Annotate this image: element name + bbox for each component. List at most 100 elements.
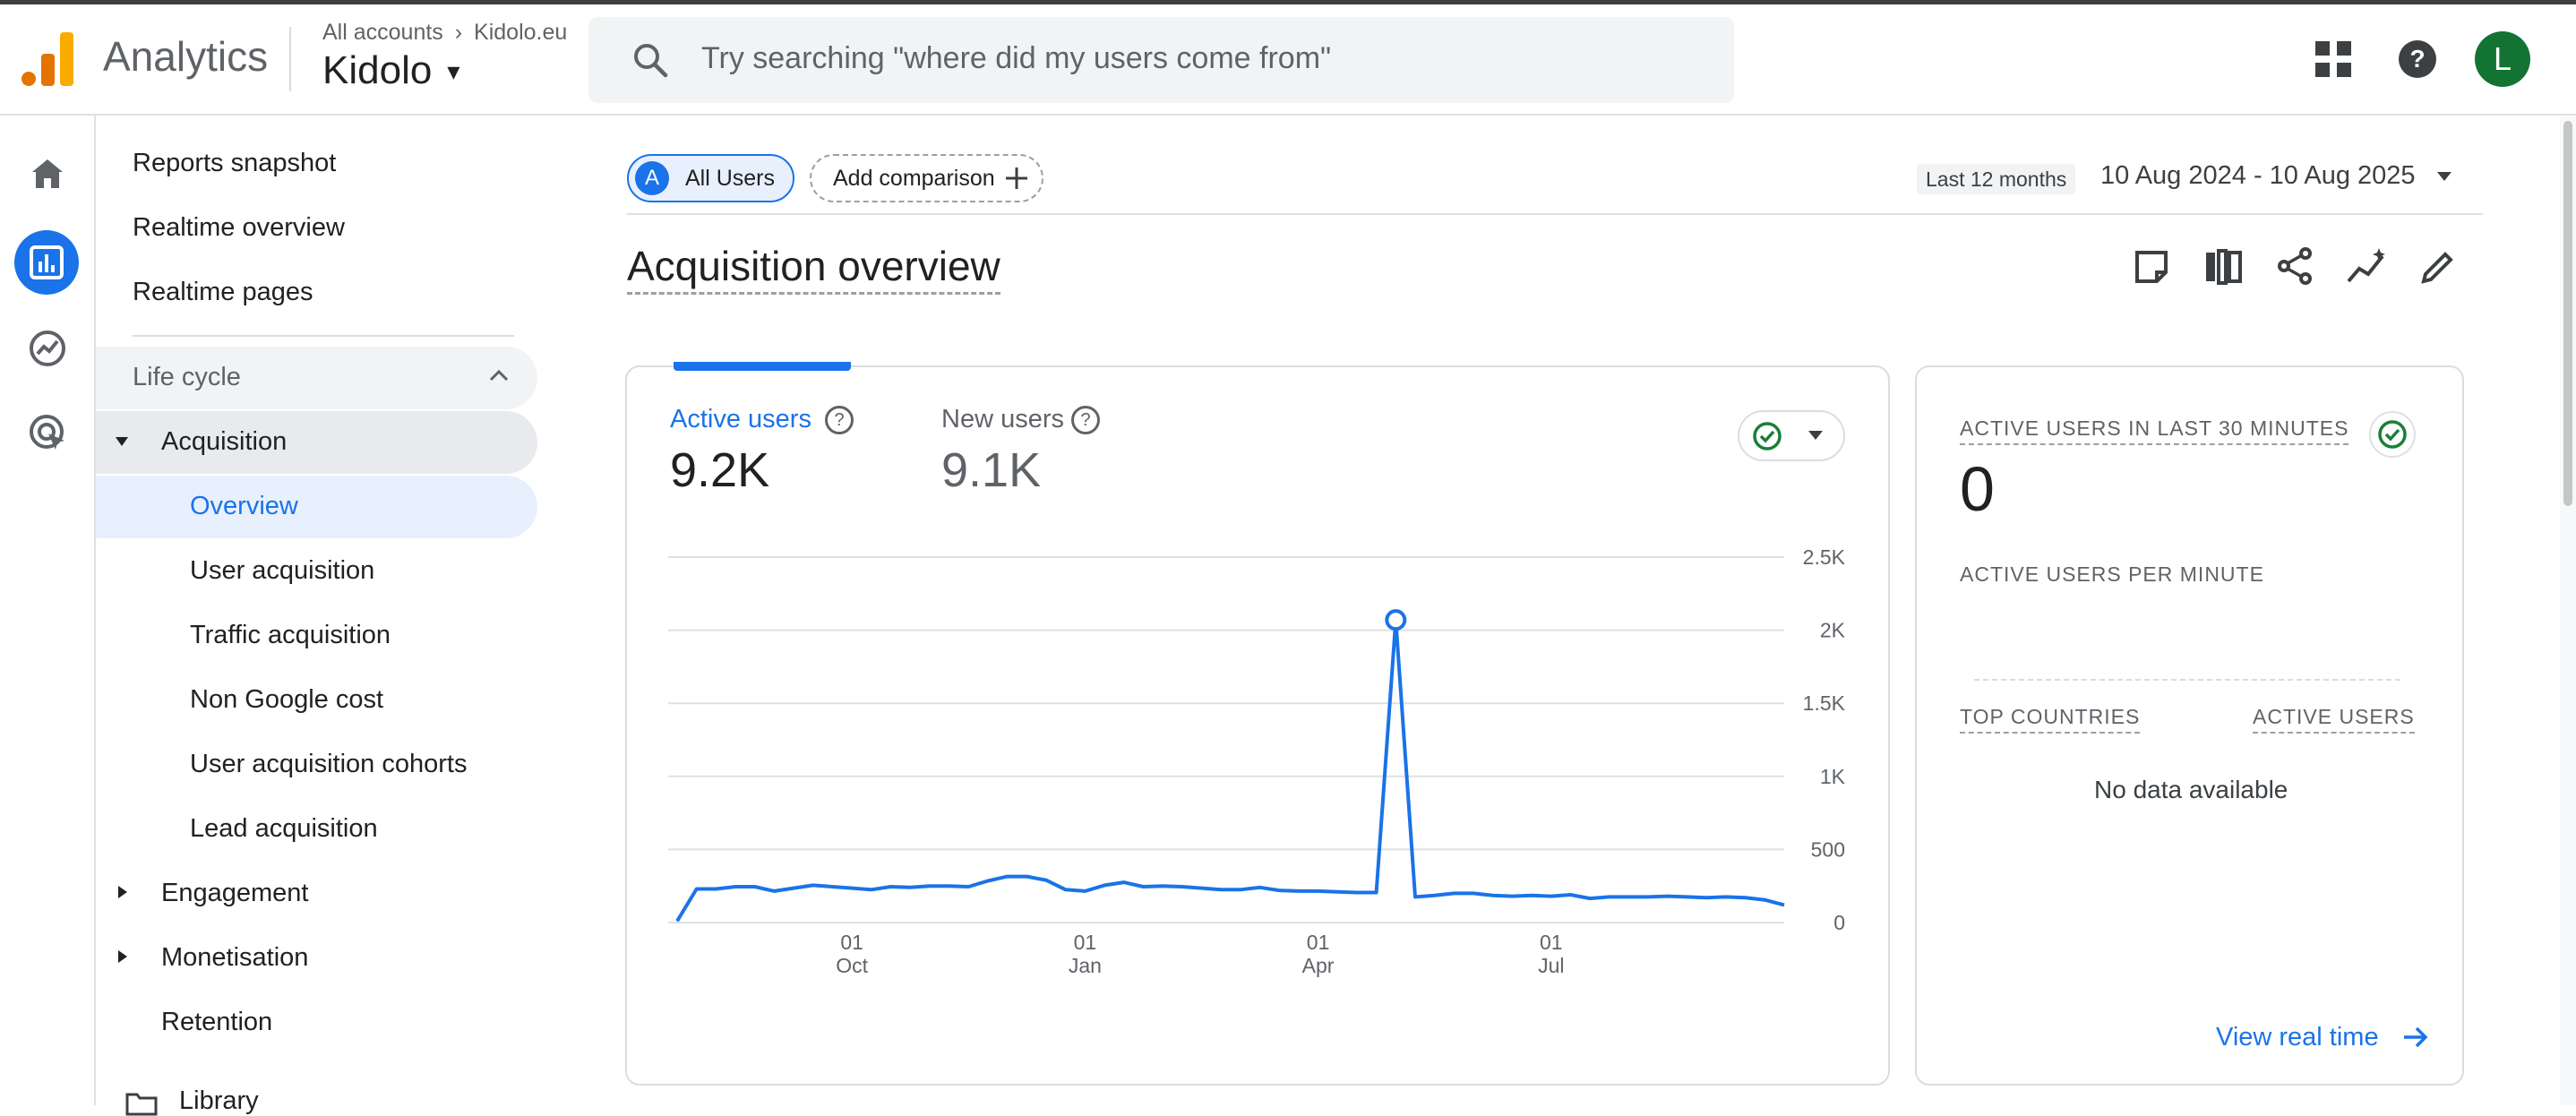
add-comparison-button[interactable] xyxy=(810,154,1043,202)
no-data-text: No data available xyxy=(2094,776,2288,803)
nav-realtime-pages[interactable]: Realtime pages xyxy=(133,278,313,306)
date-range-picker[interactable]: 10 Aug 2024 - 10 Aug 2025 xyxy=(2100,161,2416,190)
home-icon[interactable] xyxy=(30,158,64,190)
search-input[interactable]: Try searching "where did my users come f… xyxy=(701,41,1332,75)
insights-icon[interactable] xyxy=(2347,247,2388,285)
x-tick-label: Jul xyxy=(1538,954,1564,977)
caret-right-icon xyxy=(118,950,127,963)
nav-lifecycle: Life cycle xyxy=(133,363,241,391)
search-bar[interactable] xyxy=(588,17,1734,103)
y-tick-label: 2K xyxy=(1820,619,1846,642)
analytics-logo[interactable] xyxy=(21,32,75,88)
caret-down-icon xyxy=(1808,431,1823,440)
explore-icon[interactable] xyxy=(29,330,66,367)
nav-divider xyxy=(133,335,514,337)
caret-down-icon xyxy=(116,437,128,446)
x-tick-label: Apr xyxy=(1302,954,1335,977)
new-users-label: New users xyxy=(941,405,1064,434)
metric-tab-active-users[interactable]: Active users xyxy=(670,405,811,434)
nav-acquisition: Acquisition xyxy=(161,427,288,456)
scrollbar-thumb[interactable] xyxy=(2563,121,2572,506)
y-tick-label: 1.5K xyxy=(1803,691,1846,715)
property-picker[interactable]: Kidolo ▼ xyxy=(322,48,464,93)
breadcrumb-account[interactable]: Kidolo.eu xyxy=(474,20,568,45)
new-users-value: 9.1K xyxy=(941,443,1042,497)
top-bar xyxy=(0,0,2576,116)
x-tick-label: 01 xyxy=(1074,931,1097,954)
x-tick-label: 01 xyxy=(1307,931,1330,954)
chevron-right-icon: › xyxy=(454,20,463,45)
nav-monetisation[interactable]: Monetisation xyxy=(161,943,309,972)
series-line-active-users xyxy=(675,618,1785,923)
note-icon[interactable] xyxy=(2134,249,2169,285)
svg-text:?: ? xyxy=(2409,45,2425,73)
plus-icon xyxy=(1006,167,1027,189)
nav-library[interactable]: Library xyxy=(179,1086,259,1115)
date-preset-badge: Last 12 months xyxy=(1917,164,2076,194)
y-tick-label: 1K xyxy=(1820,765,1846,788)
view-real-time-label: View real time xyxy=(2216,1023,2379,1052)
nav-overview-row[interactable] xyxy=(96,476,537,538)
arrow-right-icon xyxy=(2404,1026,2428,1048)
data-quality-dropdown[interactable] xyxy=(1738,410,1845,461)
nav-acq-user-cohorts[interactable]: User acquisition cohorts xyxy=(190,750,468,778)
x-tick-label: 01 xyxy=(1540,931,1563,954)
edit-icon[interactable] xyxy=(2420,247,2456,285)
x-tick-label: 01 xyxy=(840,931,863,954)
segment-letter: A xyxy=(635,161,669,195)
folder-icon xyxy=(125,1093,158,1116)
y-tick-label: 500 xyxy=(1811,837,1845,861)
realtime-value: 0 xyxy=(1960,454,1995,524)
property-name: Kidolo xyxy=(322,48,433,92)
caret-right-icon xyxy=(118,886,127,898)
peak-point xyxy=(1385,609,1407,631)
per-minute-baseline xyxy=(1974,679,2400,681)
toolbar-divider xyxy=(627,213,2483,215)
nav-reports-snapshot[interactable]: Reports snapshot xyxy=(133,149,337,177)
nav-acquisition-row[interactable] xyxy=(96,411,537,474)
nav-acq-traffic-acquisition[interactable]: Traffic acquisition xyxy=(190,621,391,649)
caret-down-icon: ▼ xyxy=(442,60,465,85)
account-breadcrumb[interactable]: All accounts › Kidolo.eu xyxy=(322,20,567,46)
check-circle-icon[interactable] xyxy=(2369,411,2416,458)
compare-icon[interactable] xyxy=(2204,249,2242,285)
nav-engagement[interactable]: Engagement xyxy=(161,879,309,907)
x-tick-label: Jan xyxy=(1069,954,1102,977)
acquisition-chart-card xyxy=(625,365,1890,1086)
avatar[interactable]: L xyxy=(2475,31,2530,87)
y-tick-label: 0 xyxy=(1833,911,1845,934)
metric-tab-new-users[interactable]: New users xyxy=(941,405,1064,434)
help-icon[interactable]: ? xyxy=(2398,39,2437,79)
check-circle-icon xyxy=(1753,422,1782,451)
share-icon[interactable] xyxy=(2277,247,2313,285)
nav-acq-non-google-cost[interactable]: Non Google cost xyxy=(190,685,384,714)
view-real-time-link[interactable]: View real time xyxy=(2216,1023,2379,1052)
realtime-title[interactable]: ACTIVE USERS IN LAST 30 MINUTES xyxy=(1960,416,2349,445)
y-tick-label: 2.5K xyxy=(1803,545,1846,569)
col-top-countries[interactable]: TOP COUNTRIES xyxy=(1960,705,2141,734)
realtime-card xyxy=(1915,365,2464,1086)
segment-label: All Users xyxy=(685,166,776,191)
nav-retention[interactable]: Retention xyxy=(161,1008,273,1036)
add-comparison-label: Add comparison xyxy=(833,166,995,191)
app-name: Analytics xyxy=(103,33,269,80)
breadcrumb-all-accounts[interactable]: All accounts xyxy=(322,20,443,45)
chevron-up-icon[interactable] xyxy=(488,368,510,382)
caret-down-icon[interactable] xyxy=(2436,171,2452,182)
advertising-icon[interactable] xyxy=(29,414,68,453)
nav-acq-lead-acquisition[interactable]: Lead acquisition xyxy=(190,814,378,843)
nav-lifecycle-row[interactable] xyxy=(96,347,537,409)
help-circle-icon[interactable]: ? xyxy=(825,406,854,434)
page-title: Acquisition overview xyxy=(627,242,1000,295)
help-circle-icon[interactable]: ? xyxy=(1071,406,1100,434)
left-rail xyxy=(0,116,96,1105)
per-minute-label: ACTIVE USERS PER MINUTE xyxy=(1960,562,2264,586)
active-users-value: 9.2K xyxy=(670,443,770,497)
header-divider xyxy=(289,27,291,91)
nav-realtime-overview[interactable]: Realtime overview xyxy=(133,213,345,242)
nav-acq-user-acquisition[interactable]: User acquisition xyxy=(190,556,375,585)
nav-acq-overview[interactable]: Overview xyxy=(190,492,298,520)
apps-grid-icon[interactable] xyxy=(2315,41,2351,77)
active-users-label: Active users xyxy=(670,405,811,434)
col-active-users[interactable]: ACTIVE USERS xyxy=(2253,705,2415,734)
